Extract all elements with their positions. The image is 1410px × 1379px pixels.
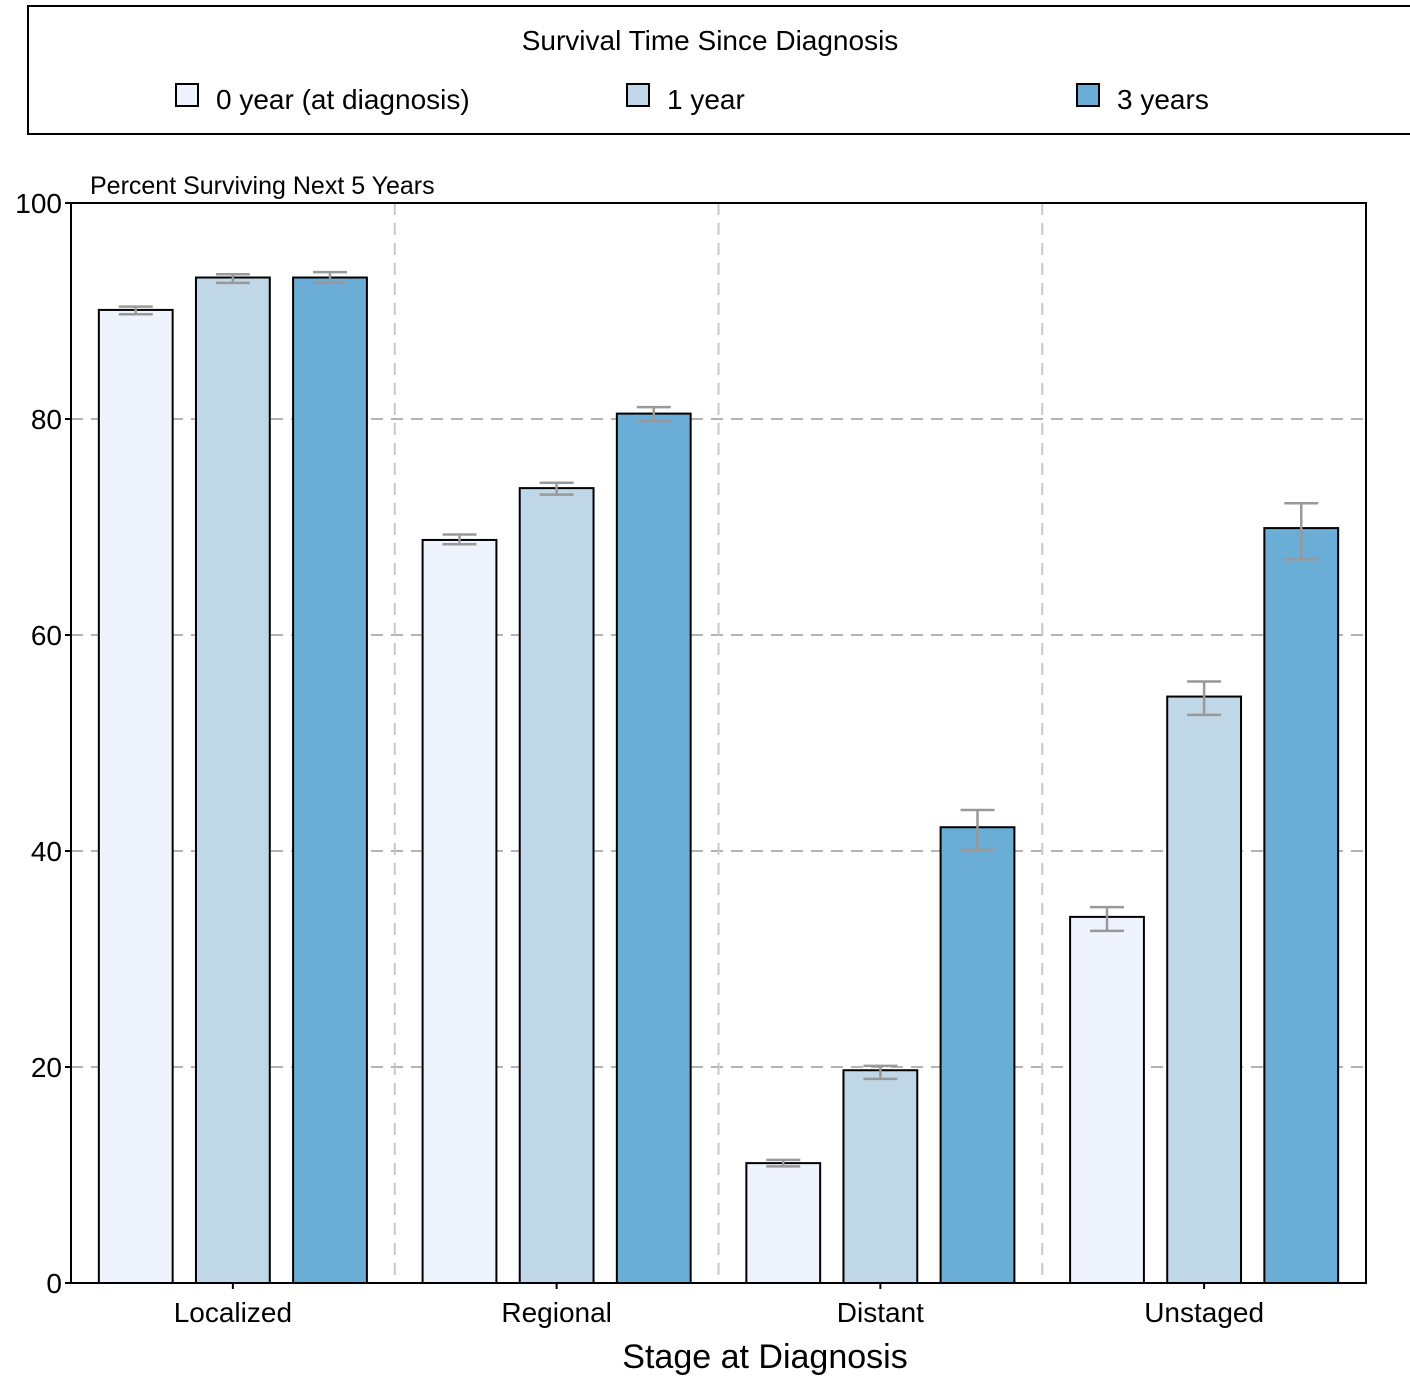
y-tick-label: 80 [31, 404, 62, 435]
y-axis: 0 20 40 60 80 100 [15, 188, 71, 1299]
legend-swatch [175, 83, 199, 107]
y-tick-label: 0 [46, 1268, 62, 1299]
legend: Survival Time Since Diagnosis 0 year (at… [27, 5, 1410, 135]
bar [745, 1162, 822, 1284]
bar [97, 308, 174, 1285]
bar [939, 826, 1016, 1284]
y-tick-label: 40 [31, 836, 62, 867]
legend-items: 0 year (at diagnosis) 1 year 3 years [175, 83, 1209, 115]
error-bars [118, 270, 1319, 1168]
bar [615, 412, 692, 1285]
x-tick-label: Localized [174, 1297, 292, 1328]
y-tick-label: 60 [31, 620, 62, 651]
bar [842, 1069, 919, 1284]
x-tick-label: Distant [837, 1297, 924, 1328]
bar [518, 487, 595, 1284]
legend-label: 1 year [667, 84, 745, 115]
y-tick-label: 20 [31, 1052, 62, 1083]
x-tick-label: Regional [501, 1297, 612, 1328]
x-axis: Localized Regional Distant Unstaged [174, 1283, 1264, 1328]
legend-frame [27, 5, 1410, 135]
bar [1069, 915, 1145, 1284]
gridlines [71, 203, 1366, 1283]
bars [97, 276, 1340, 1285]
bar [1166, 695, 1243, 1284]
bar [292, 276, 368, 1284]
y-tick-label: 100 [15, 188, 62, 219]
plot-frame [70, 202, 1367, 1284]
legend-swatch [626, 83, 650, 107]
bar [194, 276, 271, 1284]
legend-title: Survival Time Since Diagnosis [522, 25, 899, 56]
legend-swatch [1076, 83, 1100, 107]
legend-label: 0 year (at diagnosis) [216, 84, 470, 115]
x-axis-title: Stage at Diagnosis [622, 1338, 907, 1376]
bar [1263, 527, 1340, 1284]
legend-label: 3 years [1117, 84, 1209, 115]
bar [421, 538, 498, 1284]
x-tick-label: Unstaged [1144, 1297, 1264, 1328]
y-axis-title: Percent Surviving Next 5 Years [90, 172, 435, 200]
